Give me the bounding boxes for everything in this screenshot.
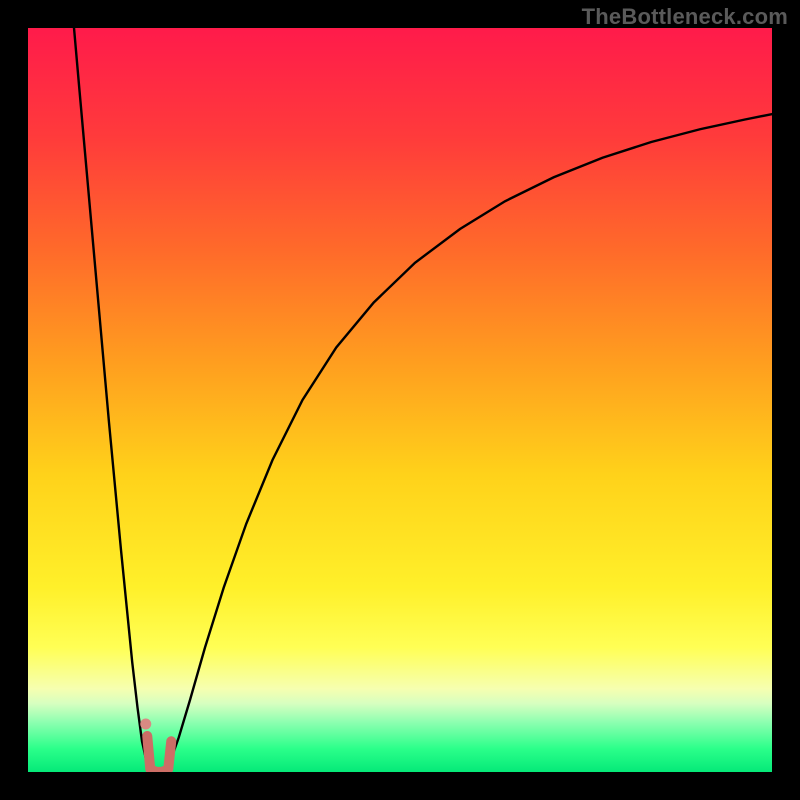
vertex-u xyxy=(147,736,171,772)
left-curve xyxy=(74,25,151,770)
vertex-dot xyxy=(140,719,151,730)
chart-root: TheBottleneck.com xyxy=(0,0,800,800)
curve-layer xyxy=(25,25,775,775)
plot-area xyxy=(25,25,775,775)
attribution-text: TheBottleneck.com xyxy=(582,4,788,30)
right-curve xyxy=(166,114,775,770)
